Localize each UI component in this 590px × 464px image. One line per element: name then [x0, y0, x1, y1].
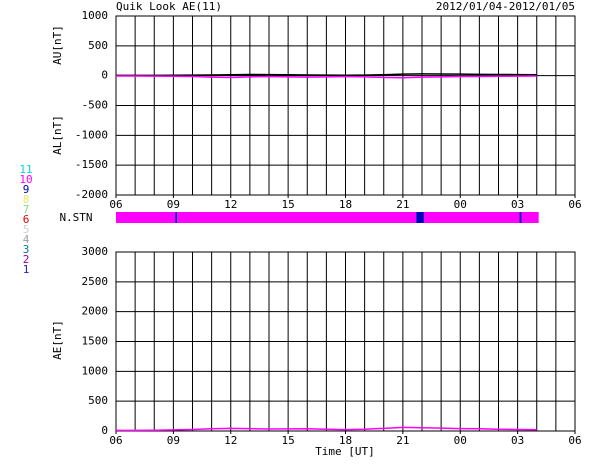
station-segment — [521, 212, 539, 223]
data-line — [116, 75, 537, 79]
data-line — [116, 73, 537, 77]
station-legend-label: 10 — [19, 173, 32, 186]
y-tick-label: 0 — [101, 69, 108, 82]
plot-frame — [115, 251, 576, 432]
station-segment — [423, 212, 520, 223]
station-legend-label: 4 — [23, 233, 30, 246]
x-tick-label: 18 — [339, 434, 352, 447]
y-axis-label: AE[nT] — [51, 320, 64, 360]
y-tick-label: -1000 — [75, 128, 108, 141]
y-tick-label: -2000 — [75, 188, 108, 201]
x-tick-label: 09 — [167, 198, 180, 211]
x-tick-label: 21 — [396, 198, 409, 211]
x-tick-label: 00 — [454, 434, 467, 447]
station-label: N.STN — [59, 211, 92, 224]
data-line — [116, 426, 537, 432]
y-tick-label: 1500 — [82, 335, 109, 348]
station-segment — [519, 212, 522, 223]
y-tick-label: 3000 — [82, 245, 109, 258]
chart-subtitle: 2012/01/04-2012/01/05 — [436, 0, 575, 13]
y-axis-label: AU[nT] — [51, 25, 64, 65]
station-legend-label: 11 — [19, 163, 32, 176]
y-tick-label: -500 — [82, 99, 109, 112]
y-tick-label: 1000 — [82, 364, 109, 377]
station-legend-label: 9 — [23, 183, 30, 196]
station-legend-label: 8 — [23, 193, 30, 206]
x-tick-label: 06 — [568, 198, 581, 211]
x-tick-label: 15 — [282, 434, 295, 447]
station-legend-label: 6 — [23, 213, 30, 226]
y-axis-label: AL[nT] — [51, 115, 64, 155]
x-tick-label: 03 — [511, 434, 524, 447]
x-tick-label: 15 — [282, 198, 295, 211]
y-tick-label: -1500 — [75, 158, 108, 171]
x-axis-label: Time [UT] — [315, 445, 375, 458]
y-tick-label: 1000 — [82, 9, 109, 22]
chart-title: Quik Look AE(11) — [116, 0, 222, 13]
x-tick-label: 06 — [109, 198, 122, 211]
x-tick-label: 00 — [454, 198, 467, 211]
plot-frame — [115, 15, 576, 196]
x-tick-label: 12 — [224, 198, 237, 211]
y-tick-label: 500 — [88, 39, 108, 52]
x-tick-label: 03 — [511, 198, 524, 211]
x-tick-label: 12 — [224, 434, 237, 447]
x-tick-label: 06 — [109, 434, 122, 447]
x-tick-label: 09 — [167, 434, 180, 447]
x-tick-label: 18 — [339, 198, 352, 211]
station-segment — [177, 212, 417, 223]
station-legend-label: 2 — [23, 253, 30, 266]
y-tick-label: 500 — [88, 394, 108, 407]
station-legend-label: 3 — [23, 243, 30, 256]
station-segment — [416, 212, 424, 223]
y-tick-label: 2000 — [82, 305, 109, 318]
station-legend-label: 7 — [23, 203, 30, 216]
y-tick-label: 0 — [101, 424, 108, 437]
station-legend-label: 1 — [23, 263, 30, 276]
station-segment — [175, 212, 178, 223]
x-tick-label: 06 — [568, 434, 581, 447]
y-tick-label: 2500 — [82, 275, 109, 288]
station-segment — [116, 212, 176, 223]
station-legend-label: 5 — [23, 223, 30, 236]
x-tick-label: 21 — [396, 434, 409, 447]
